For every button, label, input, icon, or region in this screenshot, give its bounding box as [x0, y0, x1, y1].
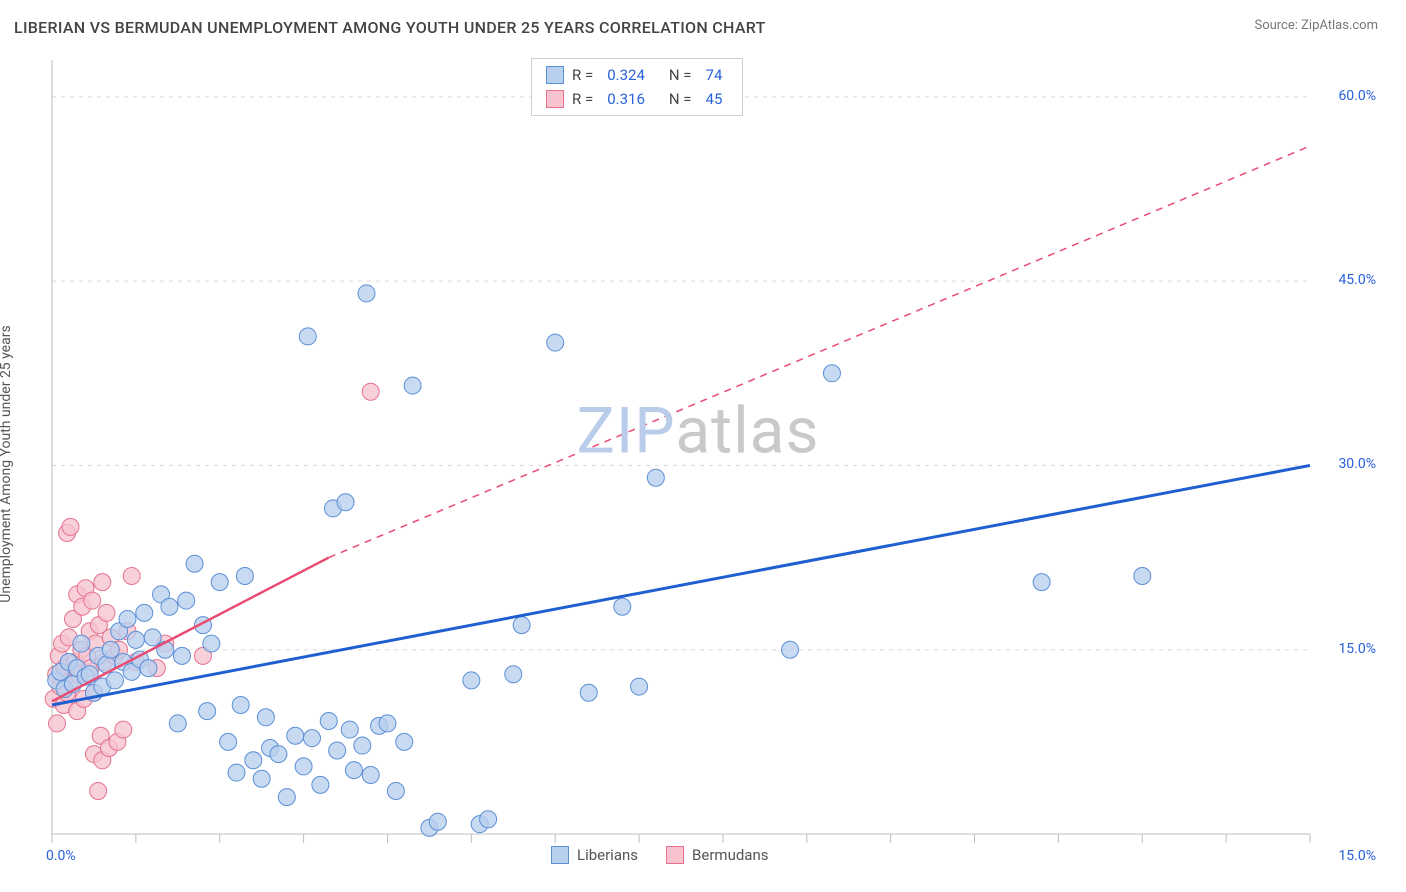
r-value-liberian: 0.324 [601, 66, 651, 84]
n-label: N = [669, 90, 692, 108]
legend-label-bermudan: Bermudans [692, 846, 768, 864]
y-axis-tick-label: 15.0% [1338, 641, 1376, 657]
n-value-bermudan: 45 [700, 90, 729, 108]
y-axis-tick-label: 30.0% [1338, 456, 1376, 472]
legend-label-liberian: Liberians [577, 846, 638, 864]
source-label: Source: ZipAtlas.com [1254, 18, 1378, 33]
r-label: R = [572, 90, 593, 108]
n-value-liberian: 74 [700, 66, 729, 84]
header: LIBERIAN VS BERMUDAN UNEMPLOYMENT AMONG … [0, 0, 1406, 45]
chart-frame: LIBERIAN VS BERMUDAN UNEMPLOYMENT AMONG … [0, 0, 1406, 892]
r-label: R = [572, 66, 593, 84]
chart-area: Unemployment Among Youth under 25 years … [14, 54, 1382, 874]
stats-row-liberian: R = 0.324 N = 74 [532, 63, 742, 87]
n-label: N = [669, 66, 692, 84]
swatch-liberian [546, 66, 564, 84]
swatch-bermudan [546, 90, 564, 108]
y-axis-tick-label: 60.0% [1338, 88, 1376, 104]
swatch-bermudan [666, 846, 684, 864]
scatter-chart [14, 54, 1382, 874]
legend-item-liberian: Liberians [551, 846, 638, 864]
stats-legend-box: R = 0.324 N = 74 R = 0.316 N = 45 [531, 58, 743, 116]
legend-item-bermudan: Bermudans [666, 846, 768, 864]
chart-title: LIBERIAN VS BERMUDAN UNEMPLOYMENT AMONG … [14, 18, 766, 37]
stats-row-bermudan: R = 0.316 N = 45 [532, 87, 742, 111]
swatch-liberian [551, 846, 569, 864]
y-axis-label: Unemployment Among Youth under 25 years [0, 325, 14, 602]
y-axis-tick-label: 45.0% [1338, 272, 1376, 288]
r-value-bermudan: 0.316 [601, 90, 651, 108]
x-axis-max-label: 15.0% [1338, 848, 1376, 864]
x-axis-min-label: 0.0% [46, 848, 76, 864]
bottom-legend: Liberians Bermudans [551, 846, 768, 864]
